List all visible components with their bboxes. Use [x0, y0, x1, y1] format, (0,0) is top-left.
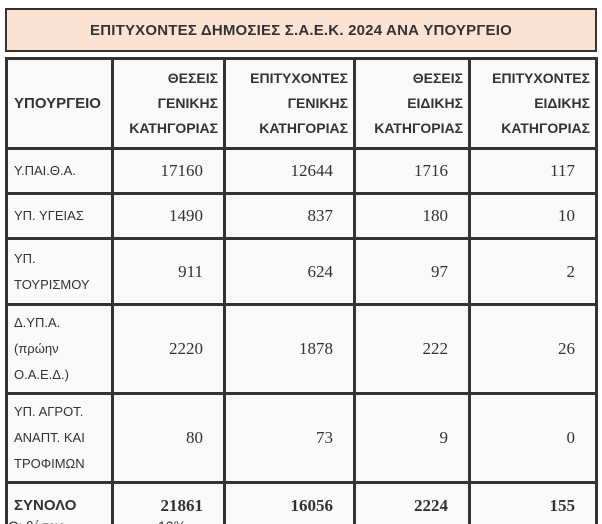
table-row: ΥΠ. ΥΓΕΙΑΣ 1490 837 180 10: [5, 192, 598, 240]
table-row: Δ.ΥΠ.Α. (πρώην Ο.Α.Ε.Δ.) 2220 1878 222 2…: [5, 303, 598, 395]
clipped-caption-text: Οι θέσεις … … … … … 10% … … …: [8, 518, 594, 524]
value-cell: 1716: [353, 147, 471, 195]
results-table: ΥΠΟΥΡΓΕΙΟ ΘΕΣΕΙΣ ΓΕΝΙΚΗΣ ΚΑΤΗΓΟΡΙΑΣ ΕΠΙΤ…: [5, 57, 598, 524]
value-cell: 117: [468, 147, 598, 195]
value-cell: 911: [111, 237, 226, 306]
value-cell: 180: [353, 192, 471, 240]
col-header-general-successful: ΕΠΙΤΥΧΟΝΤΕΣ ΓΕΝΙΚΗΣ ΚΑΤΗΓΟΡΙΑΣ: [223, 57, 356, 150]
total-value-cell: 2224: [353, 481, 471, 524]
col-header-general-positions: ΘΕΣΕΙΣ ΓΕΝΙΚΗΣ ΚΑΤΗΓΟΡΙΑΣ: [111, 57, 226, 150]
value-cell: 0: [468, 392, 598, 484]
col-header-special-successful: ΕΠΙΤΥΧΟΝΤΕΣ ΕΙΔΙΚΗΣ ΚΑΤΗΓΟΡΙΑΣ: [468, 57, 598, 150]
total-value-cell: 21861: [111, 481, 226, 524]
total-row: ΣΥΝΟΛΟ 21861 16056 2224 155: [5, 481, 598, 524]
value-cell: 10: [468, 192, 598, 240]
value-cell: 1878: [223, 303, 356, 395]
value-cell: 80: [111, 392, 226, 484]
value-cell: 73: [223, 392, 356, 484]
value-cell: 17160: [111, 147, 226, 195]
value-cell: 1490: [111, 192, 226, 240]
value-cell: 624: [223, 237, 356, 306]
total-value-cell: 16056: [223, 481, 356, 524]
value-cell: 2: [468, 237, 598, 306]
ministry-cell: Υ.ΠΑΙ.Θ.Α.: [5, 147, 114, 195]
value-cell: 9: [353, 392, 471, 484]
table-row: ΥΠ. ΤΟΥΡΙΣΜΟΥ 911 624 97 2: [5, 237, 598, 306]
table-row: Υ.ΠΑΙ.Θ.Α. 17160 12644 1716 117: [5, 147, 598, 195]
value-cell: 2220: [111, 303, 226, 395]
ministry-cell: ΥΠ. ΑΓΡΟΤ. ΑΝΑΠΤ. ΚΑΙ ΤΡΟΦΙΜΩΝ: [5, 392, 114, 484]
value-cell: 222: [353, 303, 471, 395]
value-cell: 12644: [223, 147, 356, 195]
value-cell: 26: [468, 303, 598, 395]
ministry-cell: Δ.ΥΠ.Α. (πρώην Ο.Α.Ε.Δ.): [5, 303, 114, 395]
value-cell: 97: [353, 237, 471, 306]
total-label-cell: ΣΥΝΟΛΟ: [5, 481, 114, 524]
value-cell: 837: [223, 192, 356, 240]
ministry-cell: ΥΠ. ΥΓΕΙΑΣ: [5, 192, 114, 240]
table-title: ΕΠΙΤΥΧΟΝΤΕΣ ΔΗΜΟΣΙΕΣ Σ.Α.Ε.Κ. 2024 ΑΝΑ Υ…: [5, 8, 597, 52]
ministry-cell: ΥΠ. ΤΟΥΡΙΣΜΟΥ: [5, 237, 114, 306]
col-header-special-positions: ΘΕΣΕΙΣ ΕΙΔΙΚΗΣ ΚΑΤΗΓΟΡΙΑΣ: [353, 57, 471, 150]
total-value-cell: 155: [468, 481, 598, 524]
header-row: ΥΠΟΥΡΓΕΙΟ ΘΕΣΕΙΣ ΓΕΝΙΚΗΣ ΚΑΤΗΓΟΡΙΑΣ ΕΠΙΤ…: [5, 57, 598, 150]
table-row: ΥΠ. ΑΓΡΟΤ. ΑΝΑΠΤ. ΚΑΙ ΤΡΟΦΙΜΩΝ 80 73 9 0: [5, 392, 598, 484]
col-header-ministry: ΥΠΟΥΡΓΕΙΟ: [5, 57, 114, 150]
